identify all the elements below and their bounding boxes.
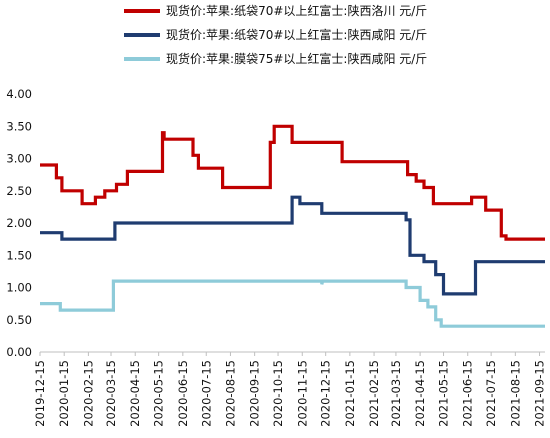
legend: 现货价:苹果:纸袋70#以上红富士:陕西洛川 元/斤现货价:苹果:纸袋70#以上…: [124, 3, 427, 66]
x-tick-label: 2020-11-15: [295, 360, 309, 427]
x-tick-label: 2020-04-15: [128, 360, 142, 427]
x-tick-label: 2021-02-15: [367, 360, 381, 427]
x-tick-label: 2019-12-15: [33, 360, 47, 427]
x-tick-label: 2020-12-15: [319, 360, 333, 427]
y-tick-label: 4.00: [6, 87, 32, 101]
x-axis-tick-labels: 2019-12-15 2020-01-15 2020-02-15 2020-03-15…: [33, 352, 547, 427]
y-tick-label: 0.00: [6, 345, 32, 359]
x-tick-label: 2020-08-15: [223, 360, 237, 427]
y-tick-label: 2.50: [6, 184, 32, 198]
y-tick-label: 1.00: [6, 281, 32, 295]
x-tick-label: 2021-07-15: [484, 360, 498, 427]
x-tick-label: 2021-04-15: [413, 360, 427, 427]
x-tick-label: 2020-07-15: [199, 360, 213, 427]
x-tick-label: 2020-06-15: [176, 360, 190, 427]
x-tick-label: 2021-09-15: [533, 360, 547, 427]
x-tick-label: 2021-06-15: [461, 360, 475, 427]
legend-label-1: 现货价:苹果:纸袋70#以上红富士:陕西洛川 元/斤: [166, 3, 427, 18]
x-tick-label: 2020-02-15: [81, 360, 95, 427]
y-axis-tick-labels: 0.00 0.50 1.00 1.50 2.00 2.50 3.00 3.50 4.00: [6, 87, 32, 359]
legend-label-3: 现货价:苹果:膜袋75#以上红富士:陕西咸阳 元/斤: [166, 51, 427, 66]
x-tick-label: 2021-08-15: [508, 360, 522, 427]
legend-label-2: 现货价:苹果:纸袋70#以上红富士:陕西咸阳 元/斤: [166, 27, 427, 42]
y-tick-label: 0.50: [6, 313, 32, 327]
x-tick-label: 2020-03-15: [104, 360, 118, 427]
x-tick-label: 2020-10-15: [271, 360, 285, 427]
series-line-2: [40, 195, 545, 296]
x-tick-label: 2021-03-15: [389, 360, 403, 427]
x-tick-label: 2020-09-15: [248, 360, 262, 427]
y-tick-label: 3.50: [6, 119, 32, 133]
x-tick-label: 2021-05-15: [437, 360, 451, 427]
x-tick-label: 2020-01-15: [57, 360, 71, 427]
x-tick-label: 2020-05-15: [152, 360, 166, 427]
series-line-3: [40, 279, 545, 328]
y-tick-label: 2.00: [6, 216, 32, 230]
y-tick-label: 3.00: [6, 152, 32, 166]
plot-lines: [40, 124, 545, 328]
y-tick-label: 1.50: [6, 248, 32, 262]
x-tick-label: 2021-01-15: [343, 360, 357, 427]
series-line-1: [40, 124, 545, 241]
